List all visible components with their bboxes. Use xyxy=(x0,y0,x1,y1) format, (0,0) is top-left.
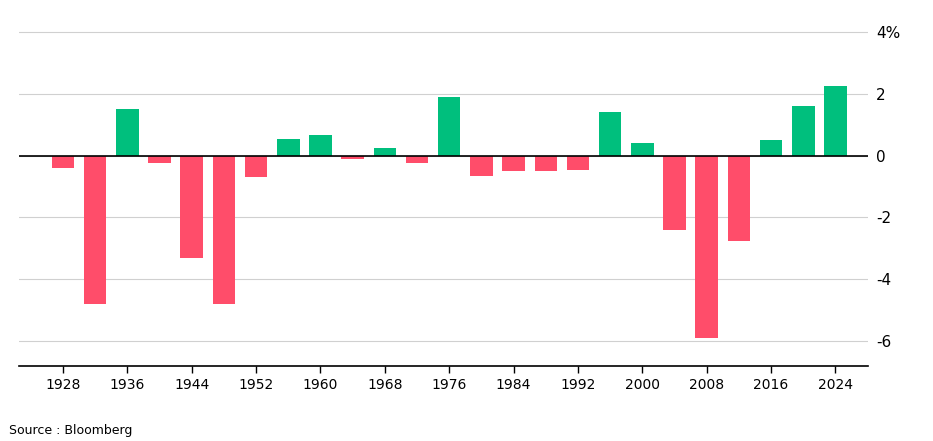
Bar xyxy=(502,156,525,171)
Bar xyxy=(148,156,171,163)
Bar xyxy=(180,156,203,258)
Bar xyxy=(695,156,718,338)
Bar xyxy=(406,156,428,163)
Bar xyxy=(631,143,654,156)
Bar xyxy=(535,156,557,171)
Bar xyxy=(470,156,493,176)
Bar xyxy=(244,156,268,177)
Text: Source : Bloomberg: Source : Bloomberg xyxy=(9,424,132,437)
Bar xyxy=(759,140,783,156)
Bar xyxy=(438,97,461,156)
Bar xyxy=(566,156,590,169)
Bar xyxy=(51,156,75,168)
Bar xyxy=(373,148,397,156)
Bar xyxy=(277,138,299,156)
Bar xyxy=(84,156,106,304)
Bar xyxy=(309,135,332,156)
Bar xyxy=(599,112,621,156)
Bar xyxy=(663,156,686,230)
Bar xyxy=(213,156,235,304)
Bar xyxy=(341,156,364,159)
Bar xyxy=(116,109,139,156)
Bar xyxy=(792,106,815,156)
Bar xyxy=(824,86,847,156)
Bar xyxy=(728,156,750,241)
